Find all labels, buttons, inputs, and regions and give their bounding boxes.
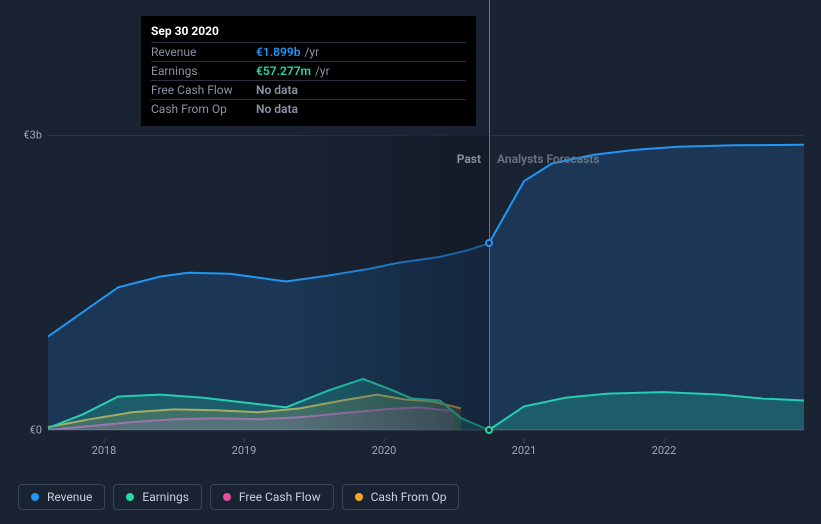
x-axis-label: 2021 xyxy=(512,444,537,457)
label-forecast: Analysts Forecasts xyxy=(497,152,599,166)
gridline xyxy=(48,135,804,136)
hover-dot-revenue xyxy=(485,239,493,247)
legend-item-revenue[interactable]: Revenue xyxy=(18,484,105,510)
label-past: Past xyxy=(48,152,481,166)
tooltip-value: €57.277m xyxy=(256,64,311,78)
cursor-line xyxy=(489,0,490,430)
tooltip-value: €1.899b xyxy=(256,45,300,59)
legend-item-fcf[interactable]: Free Cash Flow xyxy=(210,484,334,510)
legend-item-earnings[interactable]: Earnings xyxy=(113,484,202,510)
y-axis-label: €3b xyxy=(23,129,42,142)
plot-area[interactable] xyxy=(48,135,804,430)
tooltip-label: Free Cash Flow xyxy=(151,83,256,97)
tooltip-row: Revenue€1.899b/yr xyxy=(151,42,466,61)
tooltip-value: No data xyxy=(256,102,298,116)
tooltip-value: No data xyxy=(256,83,298,97)
x-axis-label: 2019 xyxy=(232,444,257,457)
legend-dot-icon xyxy=(223,493,231,501)
legend-dot-icon xyxy=(355,493,363,501)
tooltip-label: Revenue xyxy=(151,45,256,59)
tooltip-row: Free Cash FlowNo data xyxy=(151,80,466,99)
y-axis-label: €0 xyxy=(30,424,42,437)
gridline xyxy=(48,430,804,431)
series-area-revenue xyxy=(48,145,804,430)
tooltip: Sep 30 2020Revenue€1.899b/yrEarnings€57.… xyxy=(141,16,476,126)
legend-dot-icon xyxy=(31,493,39,501)
tooltip-row: Cash From OpNo data xyxy=(151,99,466,118)
legend-item-cfo[interactable]: Cash From Op xyxy=(342,484,460,510)
legend-dot-icon xyxy=(126,493,134,501)
legend-label: Revenue xyxy=(47,490,92,504)
tooltip-unit: /yr xyxy=(304,45,319,59)
x-axis: 2018 2019 2020 2021 2022 xyxy=(48,438,804,458)
hover-dot-earnings xyxy=(485,426,493,434)
tooltip-date: Sep 30 2020 xyxy=(151,24,466,38)
tooltip-row: Earnings€57.277m/yr xyxy=(151,61,466,80)
legend-label: Earnings xyxy=(142,490,189,504)
tooltip-label: Earnings xyxy=(151,64,256,78)
tooltip-label: Cash From Op xyxy=(151,102,256,116)
legend-label: Cash From Op xyxy=(371,490,447,504)
legend-label: Free Cash Flow xyxy=(239,490,321,504)
x-axis-label: 2022 xyxy=(652,444,677,457)
tooltip-unit: /yr xyxy=(315,64,330,78)
series-svg xyxy=(48,135,804,430)
x-axis-label: 2020 xyxy=(372,444,397,457)
legend: Revenue Earnings Free Cash Flow Cash From O… xyxy=(18,484,459,510)
x-axis-label: 2018 xyxy=(92,444,117,457)
